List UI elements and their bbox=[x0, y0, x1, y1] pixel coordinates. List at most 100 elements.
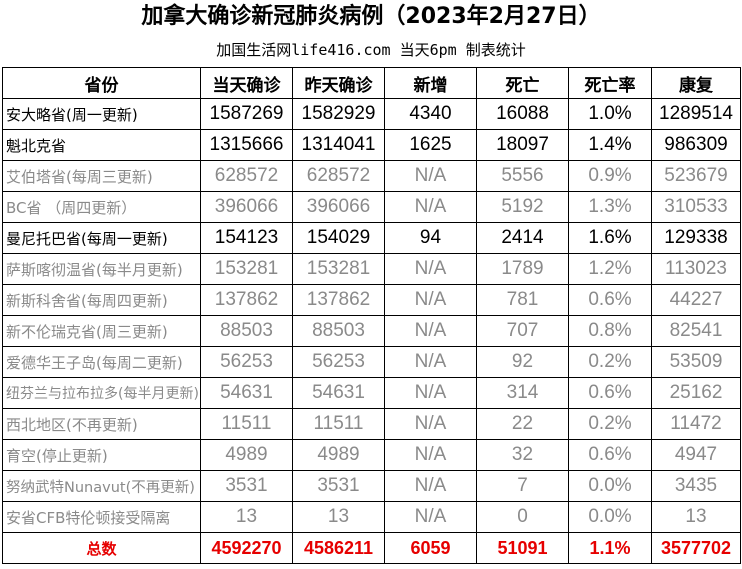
deaths-cell: 5192 bbox=[476, 191, 569, 223]
province-cell: 艾伯塔省(每周三更新) bbox=[2, 160, 201, 192]
total-today-confirmed-cell: 4592270 bbox=[200, 532, 293, 564]
new-cases-cell: N/A bbox=[384, 191, 477, 223]
today-confirmed-cell: 11511 bbox=[200, 408, 293, 440]
new-cases-cell: N/A bbox=[384, 284, 477, 316]
today-confirmed-cell: 137862 bbox=[200, 284, 293, 316]
yesterday-confirmed-cell: 3531 bbox=[292, 470, 385, 502]
recovered-cell: 129338 bbox=[651, 222, 741, 254]
table-row: 安大略省(周一更新) 1587269 1582929 4340 16088 1.0% 128… bbox=[2, 98, 741, 130]
today-confirmed-cell: 56253 bbox=[200, 346, 293, 378]
deaths-cell: 707 bbox=[476, 315, 569, 347]
yesterday-confirmed-cell: 137862 bbox=[292, 284, 385, 316]
total-province-cell: 总数 bbox=[2, 532, 201, 564]
today-confirmed-cell: 3531 bbox=[200, 470, 293, 502]
table-row: 爱德华王子岛(每周二更新) 56253 56253 N/A 92 0.2% 53509 bbox=[2, 346, 741, 378]
total-deaths-cell: 51091 bbox=[476, 532, 569, 564]
header-new: 新增 bbox=[384, 67, 477, 99]
yesterday-confirmed-cell: 1314041 bbox=[292, 129, 385, 161]
deaths-cell: 2414 bbox=[476, 222, 569, 254]
province-cell: 育空(停止更新) bbox=[2, 439, 201, 471]
new-cases-cell: N/A bbox=[384, 160, 477, 192]
yesterday-confirmed-cell: 11511 bbox=[292, 408, 385, 440]
province-cell: 新斯科舍省(每周四更新) bbox=[2, 284, 201, 316]
total-recovered-cell: 3577702 bbox=[651, 532, 741, 564]
today-confirmed-cell: 628572 bbox=[200, 160, 293, 192]
header-today-confirmed: 当天确诊 bbox=[200, 67, 293, 99]
recovered-cell: 13 bbox=[651, 501, 741, 533]
header-death-rate: 死亡率 bbox=[568, 67, 652, 99]
new-cases-cell: N/A bbox=[384, 501, 477, 533]
total-yesterday-confirmed-cell: 4586211 bbox=[292, 532, 385, 564]
yesterday-confirmed-cell: 154029 bbox=[292, 222, 385, 254]
today-confirmed-cell: 1315666 bbox=[200, 129, 293, 161]
death-rate-cell: 0.9% bbox=[568, 160, 652, 192]
recovered-cell: 113023 bbox=[651, 253, 741, 285]
table-row: 艾伯塔省(每周三更新) 628572 628572 N/A 5556 0.9% 523679 bbox=[2, 160, 741, 192]
recovered-cell: 44227 bbox=[651, 284, 741, 316]
today-confirmed-cell: 88503 bbox=[200, 315, 293, 347]
death-rate-cell: 0.6% bbox=[568, 439, 652, 471]
recovered-cell: 11472 bbox=[651, 408, 741, 440]
province-cell: 新不伦瑞克省(周三更新) bbox=[2, 315, 201, 347]
total-death-rate-cell: 1.1% bbox=[568, 532, 652, 564]
province-cell: 安省CFB特伦顿接受隔离 bbox=[2, 501, 201, 533]
recovered-cell: 4947 bbox=[651, 439, 741, 471]
table-row: 萨斯喀彻温省(每半月更新) 153281 153281 N/A 1789 1.2% 1130… bbox=[2, 253, 741, 285]
province-cell: 爱德华王子岛(每周二更新) bbox=[2, 346, 201, 378]
death-rate-cell: 0.6% bbox=[568, 284, 652, 316]
recovered-cell: 82541 bbox=[651, 315, 741, 347]
deaths-cell: 1789 bbox=[476, 253, 569, 285]
death-rate-cell: 1.0% bbox=[568, 98, 652, 130]
yesterday-confirmed-cell: 13 bbox=[292, 501, 385, 533]
recovered-cell: 53509 bbox=[651, 346, 741, 378]
death-rate-cell: 0.0% bbox=[568, 501, 652, 533]
province-cell: 安大略省(周一更新) bbox=[2, 98, 201, 130]
province-cell: 曼尼托巴省(每周一更新) bbox=[2, 222, 201, 254]
death-rate-cell: 0.2% bbox=[568, 346, 652, 378]
new-cases-cell: N/A bbox=[384, 439, 477, 471]
table-row: 新不伦瑞克省(周三更新) 88503 88503 N/A 707 0.8% 82541 bbox=[2, 315, 741, 347]
yesterday-confirmed-cell: 628572 bbox=[292, 160, 385, 192]
death-rate-cell: 0.6% bbox=[568, 377, 652, 409]
yesterday-confirmed-cell: 4989 bbox=[292, 439, 385, 471]
province-cell: 魁北克省 bbox=[2, 129, 201, 161]
header-province: 省份 bbox=[2, 67, 201, 99]
death-rate-cell: 1.3% bbox=[568, 191, 652, 223]
table-row: 曼尼托巴省(每周一更新) 154123 154029 94 2414 1.6% 129338 bbox=[2, 222, 741, 254]
recovered-cell: 1289514 bbox=[651, 98, 741, 130]
total-row: 总数 4592270 4586211 6059 51091 1.1% 3577702 bbox=[2, 532, 741, 564]
deaths-cell: 5556 bbox=[476, 160, 569, 192]
new-cases-cell: N/A bbox=[384, 346, 477, 378]
new-cases-cell: N/A bbox=[384, 253, 477, 285]
table-row: 魁北克省 1315666 1314041 1625 18097 1.4% 986309 bbox=[2, 129, 741, 161]
recovered-cell: 25162 bbox=[651, 377, 741, 409]
today-confirmed-cell: 153281 bbox=[200, 253, 293, 285]
header-yesterday-confirmed: 昨天确诊 bbox=[292, 67, 385, 99]
recovered-cell: 986309 bbox=[651, 129, 741, 161]
table-row: 新斯科舍省(每周四更新) 137862 137862 N/A 781 0.6% 44227 bbox=[2, 284, 741, 316]
deaths-cell: 7 bbox=[476, 470, 569, 502]
new-cases-cell: N/A bbox=[384, 470, 477, 502]
today-confirmed-cell: 1587269 bbox=[200, 98, 293, 130]
province-cell: 西北地区(不再更新) bbox=[2, 408, 201, 440]
table-row: 努纳武特Nunavut(不再更新) 3531 3531 N/A 7 0.0% 3435 bbox=[2, 470, 741, 502]
death-rate-cell: 0.0% bbox=[568, 470, 652, 502]
deaths-cell: 32 bbox=[476, 439, 569, 471]
recovered-cell: 3435 bbox=[651, 470, 741, 502]
table-row: BC省 （周四更新） 396066 396066 N/A 5192 1.3% 310533 bbox=[2, 191, 741, 223]
cases-table: 省份 当天确诊 昨天确诊 新增 死亡 死亡率 康复 安大略省(周一更新) 1587… bbox=[2, 67, 741, 564]
death-rate-cell: 1.6% bbox=[568, 222, 652, 254]
province-cell: 纽芬兰与拉布拉多(每半月更新) bbox=[2, 377, 201, 409]
today-confirmed-cell: 4989 bbox=[200, 439, 293, 471]
page-title: 加拿大确诊新冠肺炎病例（2023年2月27日） bbox=[141, 4, 601, 29]
header-row: 省份 当天确诊 昨天确诊 新增 死亡 死亡率 康复 bbox=[2, 67, 741, 99]
yesterday-confirmed-cell: 56253 bbox=[292, 346, 385, 378]
yesterday-confirmed-cell: 1582929 bbox=[292, 98, 385, 130]
yesterday-confirmed-cell: 153281 bbox=[292, 253, 385, 285]
deaths-cell: 314 bbox=[476, 377, 569, 409]
deaths-cell: 22 bbox=[476, 408, 569, 440]
today-confirmed-cell: 13 bbox=[200, 501, 293, 533]
new-cases-cell: 4340 bbox=[384, 98, 477, 130]
yesterday-confirmed-cell: 54631 bbox=[292, 377, 385, 409]
recovered-cell: 310533 bbox=[651, 191, 741, 223]
